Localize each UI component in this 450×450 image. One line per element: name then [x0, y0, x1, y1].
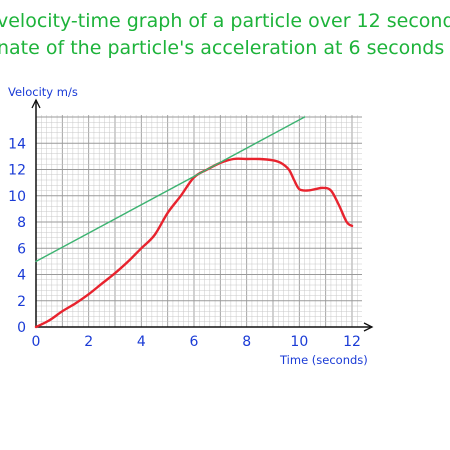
chart-axes — [31, 98, 374, 332]
y-tick-label: 8 — [17, 215, 26, 231]
y-tick-label: 0 — [17, 320, 26, 336]
velocity-curve — [34, 157, 354, 329]
tangent-line — [35, 116, 306, 263]
x-axis-arrow — [363, 322, 374, 332]
y-tick-label: 6 — [17, 241, 26, 257]
x-tick-label: 0 — [32, 334, 41, 350]
y-tick-label: 4 — [17, 268, 26, 284]
chart-grid — [35, 115, 362, 328]
y-axis-arrow — [31, 98, 41, 109]
x-axis-label: Time (seconds) — [279, 353, 368, 367]
x-tick-label: 8 — [242, 334, 251, 350]
x-tick-label: 6 — [190, 334, 199, 350]
heading-line-1: velocity-time graph of a particle over 1… — [0, 10, 450, 32]
x-tick-label: 2 — [84, 334, 93, 350]
y-axis-label: Velocity m/s — [8, 85, 78, 99]
heading-line-2: nate of the particle's acceleration at 6… — [0, 37, 445, 59]
x-tick-label: 12 — [343, 334, 361, 350]
chart-tick-labels: 0 2 4 6 8 10 12 0 2 4 6 8 10 12 14 — [8, 136, 361, 350]
x-tick-label: 10 — [290, 334, 308, 350]
y-tick-label: 14 — [8, 136, 26, 152]
x-tick-label: 4 — [137, 334, 146, 350]
y-tick-label: 10 — [8, 189, 26, 205]
chart-series — [34, 116, 354, 329]
y-tick-label: 12 — [8, 163, 26, 179]
y-tick-label: 2 — [17, 294, 26, 310]
